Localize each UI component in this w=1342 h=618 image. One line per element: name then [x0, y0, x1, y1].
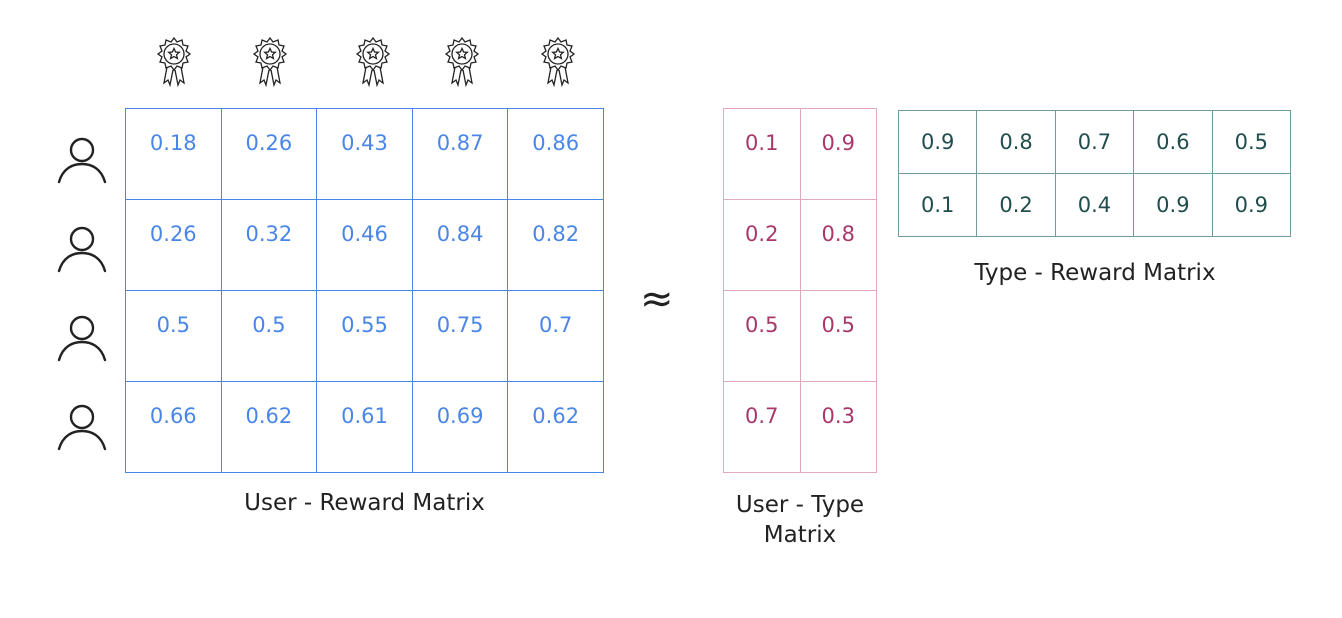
matrix-cell: 0.2	[723, 199, 801, 291]
matrix-cell: 0.66	[125, 381, 222, 473]
matrix-row: 0.2 0.8	[723, 199, 877, 291]
matrix-cell: 0.69	[411, 381, 509, 473]
matrix-cell: 0.9	[799, 108, 877, 200]
user-type-matrix-caption: User - Type Matrix	[735, 492, 865, 548]
user-type-matrix: 0.1 0.9 0.2 0.8 0.5 0.5 0.7 0.3	[723, 108, 877, 473]
matrix-cell: 0.1	[897, 173, 978, 237]
matrix-cell: 0.5	[125, 290, 222, 382]
matrix-cell: 0.82	[507, 199, 604, 291]
matrix-cell: 0.26	[125, 199, 222, 291]
user-icon	[57, 137, 107, 184]
matrix-cell: 0.55	[316, 290, 413, 382]
award-ribbon-icon	[252, 36, 288, 88]
matrix-cell: 0.7	[723, 381, 801, 473]
matrix-cell: 0.61	[316, 381, 413, 473]
type-reward-matrix-caption: Type - Reward Matrix	[974, 260, 1216, 286]
matrix-cell: 0.5	[723, 290, 801, 382]
matrix-cell: 0.5	[1211, 110, 1292, 174]
approx-symbol: ≈	[640, 276, 674, 322]
user-reward-matrix-caption: User - Reward Matrix	[244, 490, 485, 516]
user-icon	[57, 226, 107, 273]
matrix-row: 0.26 0.32 0.46 0.84 0.82	[125, 199, 604, 291]
matrix-cell: 0.75	[411, 290, 509, 382]
matrix-cell: 0.62	[507, 381, 604, 473]
matrix-cell: 0.9	[1133, 173, 1213, 237]
matrix-cell: 0.32	[220, 199, 318, 291]
award-ribbon-icon	[444, 36, 480, 88]
matrix-row: 0.18 0.26 0.43 0.87 0.86	[125, 108, 604, 200]
user-icon	[57, 315, 107, 362]
matrix-cell: 0.9	[897, 110, 978, 174]
type-reward-matrix: 0.9 0.8 0.7 0.6 0.5 0.1 0.2 0.4 0.9 0.9	[897, 110, 1292, 237]
matrix-row: 0.5 0.5 0.55 0.75 0.7	[125, 290, 604, 382]
user-icon	[57, 404, 107, 451]
award-ribbon-icon	[540, 36, 576, 88]
matrix-cell: 0.5	[220, 290, 318, 382]
matrix-cell: 0.4	[1054, 173, 1135, 237]
matrix-cell: 0.1	[723, 108, 801, 200]
matrix-cell: 0.8	[976, 110, 1056, 174]
matrix-cell: 0.43	[316, 108, 413, 200]
matrix-cell: 0.3	[799, 381, 877, 473]
award-ribbon-icon	[355, 36, 391, 88]
matrix-row: 0.9 0.8 0.7 0.6 0.5	[897, 110, 1292, 174]
matrix-cell: 0.6	[1133, 110, 1213, 174]
matrix-cell: 0.46	[316, 199, 413, 291]
matrix-cell: 0.7	[507, 290, 604, 382]
matrix-cell: 0.8	[799, 199, 877, 291]
matrix-cell: 0.7	[1054, 110, 1135, 174]
matrix-cell: 0.84	[411, 199, 509, 291]
matrix-row: 0.1 0.9	[723, 108, 877, 200]
matrix-cell: 0.9	[1211, 173, 1292, 237]
user-reward-matrix: 0.18 0.26 0.43 0.87 0.86 0.26 0.32 0.46 …	[125, 108, 604, 473]
matrix-cell: 0.18	[125, 108, 222, 200]
matrix-row: 0.5 0.5	[723, 290, 877, 382]
matrix-row: 0.66 0.62 0.61 0.69 0.62	[125, 381, 604, 473]
matrix-cell: 0.5	[799, 290, 877, 382]
matrix-cell: 0.26	[220, 108, 318, 200]
matrix-cell: 0.86	[507, 108, 604, 200]
matrix-row: 0.7 0.3	[723, 381, 877, 473]
matrix-cell: 0.62	[220, 381, 318, 473]
award-ribbon-icon	[156, 36, 192, 88]
matrix-cell: 0.2	[976, 173, 1056, 237]
matrix-row: 0.1 0.2 0.4 0.9 0.9	[897, 173, 1292, 237]
matrix-cell: 0.87	[411, 108, 509, 200]
